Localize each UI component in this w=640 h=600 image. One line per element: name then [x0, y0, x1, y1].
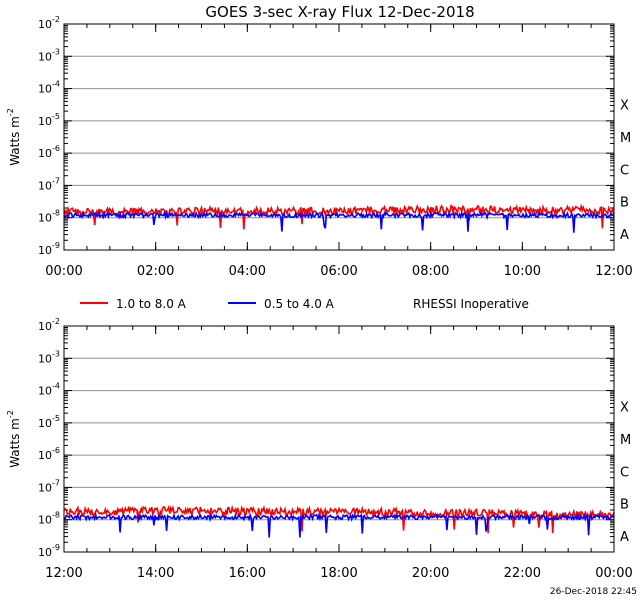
- x-tick-label: 12:00: [45, 566, 82, 581]
- y-tick-label: 10-7: [38, 176, 60, 192]
- chart-title: GOES 3-sec X-ray Flux 12-Dec-2018: [205, 3, 474, 21]
- y-tick-label: 10-2: [38, 15, 60, 31]
- y-tick-label: 10-4: [38, 80, 60, 96]
- x-tick-label: 14:00: [137, 566, 174, 581]
- plot-frame: [63, 23, 615, 251]
- y-tick-label: 10-5: [38, 112, 60, 128]
- x-tick-label: 18:00: [320, 566, 357, 581]
- y-tick-label: 10-6: [38, 446, 60, 462]
- flare-class-label: A: [620, 530, 629, 545]
- panel-1: 10-9 10-8 10-7 10-6 10-5 10-4 10-3 10-2 Watts m-…: [6, 15, 633, 279]
- y-tick-label: 10-7: [38, 478, 60, 494]
- y-tick-label: 10-3: [38, 349, 60, 365]
- y-tick-label: 10-8: [38, 209, 60, 225]
- rhessi-note: RHESSI Inoperative: [413, 297, 529, 311]
- plot-frame: [63, 325, 615, 553]
- y-tick-label: 10-9: [38, 241, 60, 257]
- x-tick-label: 12:00: [595, 264, 632, 279]
- x-tick-label: 00:00: [595, 566, 632, 581]
- footer-timestamp: 26-Dec-2018 22:45: [550, 587, 637, 597]
- y-axis-label: Watts m-2: [6, 410, 22, 468]
- y-tick-label: 10-4: [38, 382, 60, 398]
- series-line-short: [63, 209, 615, 233]
- x-tick-label: 20:00: [412, 566, 449, 581]
- flare-class-label: B: [620, 196, 629, 211]
- flare-class-label: X: [620, 401, 629, 416]
- x-tick-label: 06:00: [320, 264, 357, 279]
- flare-class-label: C: [620, 465, 629, 480]
- y-tick-label: 10-2: [38, 317, 60, 333]
- y-tick-label: 10-3: [38, 47, 60, 63]
- y-tick-label: 10-6: [38, 144, 60, 160]
- legend-label-short: 0.5 to 4.0 A: [264, 297, 335, 311]
- series-line-long: [63, 203, 615, 230]
- flare-class-label: X: [620, 99, 629, 114]
- x-tick-label: 22:00: [504, 566, 541, 581]
- flare-class-label: M: [620, 433, 631, 448]
- panel-2: 10-9 10-8 10-7 10-6 10-5 10-4 10-3 10-2 Watts m-…: [6, 317, 633, 581]
- y-tick-label: 10-9: [38, 543, 60, 559]
- flare-class-label: M: [620, 131, 631, 146]
- x-tick-label: 00:00: [45, 264, 82, 279]
- flare-class-label: B: [620, 498, 629, 513]
- y-tick-label: 10-8: [38, 511, 60, 527]
- series-line-short: [63, 512, 615, 538]
- x-tick-label: 08:00: [412, 264, 449, 279]
- x-tick-label: 16:00: [229, 566, 266, 581]
- x-tick-label: 02:00: [137, 264, 174, 279]
- y-axis-label: Watts m-2: [6, 108, 22, 166]
- y-tick-label: 10-5: [38, 414, 60, 430]
- flare-class-label: A: [620, 228, 629, 243]
- legend: 1.0 to 8.0 A 0.5 to 4.0 A RHESSI Inopera…: [80, 297, 529, 311]
- flare-class-label: C: [620, 163, 629, 178]
- series-line-long: [63, 504, 615, 534]
- x-tick-label: 10:00: [504, 264, 541, 279]
- legend-label-long: 1.0 to 8.0 A: [116, 297, 187, 311]
- x-tick-label: 04:00: [229, 264, 266, 279]
